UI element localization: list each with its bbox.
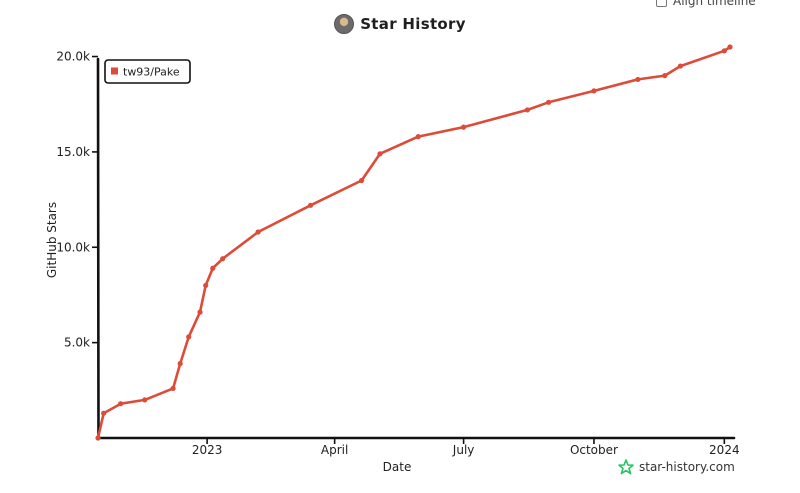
watermark-text: star-history.com — [639, 460, 735, 474]
data-point — [142, 397, 148, 403]
data-point — [220, 256, 226, 262]
data-point — [177, 361, 183, 367]
legend-box — [104, 59, 191, 84]
data-point — [186, 334, 192, 340]
data-point — [377, 151, 383, 157]
data-point — [546, 99, 552, 105]
align-timeline-toggle[interactable]: Align timeline — [656, 0, 756, 8]
x-tick-label: July — [452, 443, 475, 457]
y-axis-ticks: 5.0k 10.0k 15.0k 20.0k — [56, 50, 98, 350]
y-tick-label: 10.0k — [56, 240, 90, 254]
x-tick-label: 2024 — [709, 443, 740, 457]
data-point — [118, 401, 124, 407]
data-point — [101, 410, 107, 416]
user-avatar-icon — [334, 14, 355, 34]
series-layer — [95, 44, 733, 441]
x-tick-label: October — [570, 443, 618, 457]
data-point — [255, 229, 261, 235]
data-point — [210, 265, 216, 271]
y-tick-label: 15.0k — [56, 145, 90, 159]
watermark-link[interactable]: star-history.com — [618, 459, 735, 475]
legend: tw93/Pake — [104, 59, 191, 84]
data-point — [307, 202, 314, 208]
y-axis-line — [96, 57, 100, 440]
data-point — [662, 73, 668, 79]
x-axis-line — [96, 436, 736, 440]
data-point — [415, 134, 421, 140]
chart-header: Star History — [0, 12, 800, 36]
data-point — [170, 385, 176, 392]
data-point — [727, 44, 733, 50]
data-point — [197, 309, 203, 315]
legend-series-name: tw93/Pake — [123, 66, 180, 79]
x-tick-label: April — [321, 443, 348, 457]
align-timeline-label: Align timeline — [673, 0, 756, 8]
x-axis-label: Date — [383, 460, 412, 474]
chart-title: Star History — [360, 15, 466, 33]
data-point — [203, 282, 209, 289]
star-logo-icon — [618, 459, 634, 475]
series-line — [96, 45, 732, 440]
y-axis-label: GitHub Stars — [45, 202, 59, 278]
x-axis-ticks: 2023 April July October 2024 — [192, 438, 740, 457]
x-tick-label: 2023 — [192, 443, 223, 457]
y-tick-label: 20.0k — [56, 50, 90, 64]
y-tick-label: 5.0k — [64, 336, 90, 350]
data-point — [524, 107, 530, 113]
data-point — [677, 63, 684, 69]
data-point — [95, 435, 101, 441]
data-point — [635, 76, 641, 83]
data-point — [591, 88, 597, 94]
checkbox-icon[interactable] — [656, 0, 667, 7]
legend-swatch — [111, 67, 118, 75]
data-point — [721, 48, 727, 54]
data-point — [460, 124, 467, 130]
data-point — [358, 177, 365, 184]
